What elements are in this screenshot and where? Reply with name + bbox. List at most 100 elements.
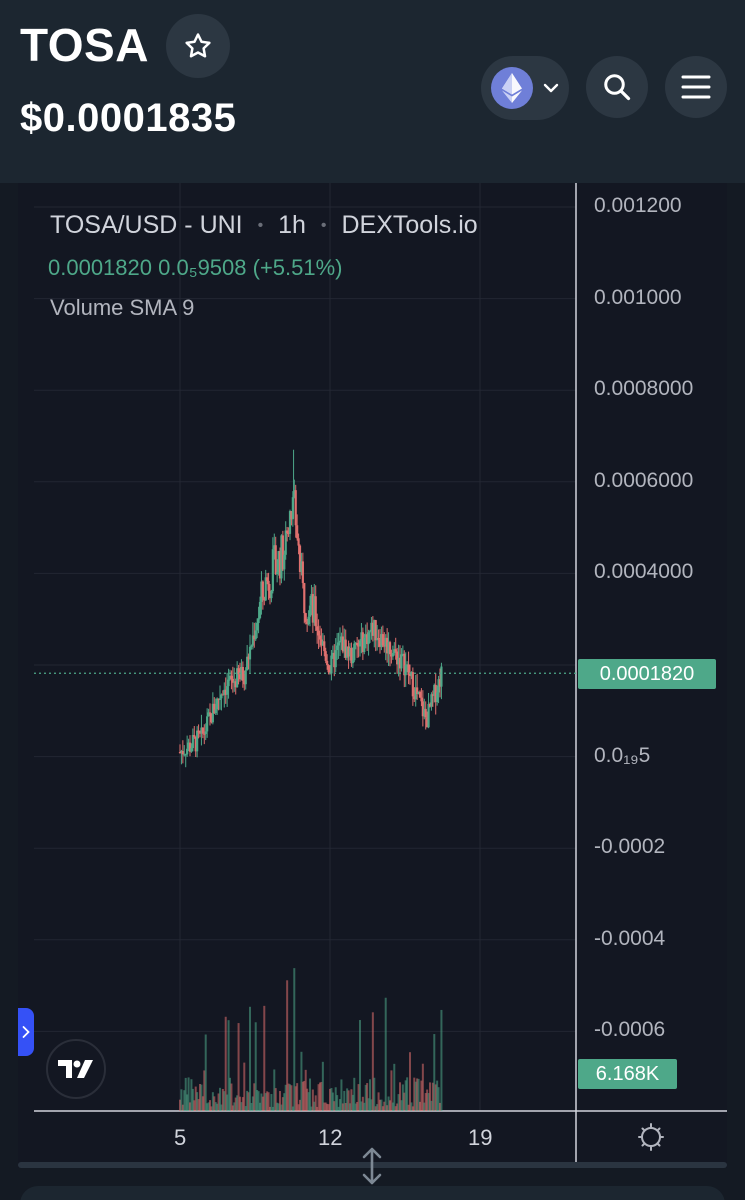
volume-bar (207, 1102, 210, 1111)
candle-body (433, 684, 436, 696)
volume-bar (343, 1090, 346, 1111)
volume-bar (426, 1089, 429, 1111)
volume-bar (236, 1095, 239, 1111)
menu-button[interactable] (665, 56, 727, 118)
candle-body (398, 657, 402, 669)
y-axis-tick-label: -0.0004 (594, 926, 666, 950)
candlestick-chart-canvas[interactable] (18, 183, 727, 1168)
candle-body (254, 630, 257, 640)
candle-body (387, 642, 390, 654)
candle-body (301, 561, 304, 584)
candle-body (414, 687, 417, 700)
candle-body (413, 696, 416, 700)
candle-body (418, 691, 422, 698)
candle-body (344, 639, 347, 658)
volume-bar (301, 1081, 304, 1111)
volume-bar (351, 1094, 354, 1111)
candle-body (397, 657, 400, 665)
candle-body (408, 675, 412, 677)
volume-bar (390, 1070, 393, 1111)
price-chart[interactable]: TOSA/USD - UNI • 1h • DEXTools.io 0.0001… (18, 183, 727, 1168)
volume-bar (231, 1105, 234, 1111)
candle-body (353, 643, 356, 661)
x-axis-tick-label: 19 (468, 1125, 493, 1150)
y-axis-tick-label: -0.0002 (594, 835, 666, 859)
resize-handle[interactable] (358, 1146, 386, 1191)
volume-bar (336, 1095, 339, 1111)
candle-body (251, 635, 254, 646)
volume-bar (210, 1106, 213, 1111)
candle-body (181, 750, 184, 755)
volume-bar (414, 1081, 417, 1111)
candle-body (420, 697, 423, 702)
volume-bar (304, 1069, 307, 1111)
candle-body (264, 577, 267, 601)
candle-body (194, 736, 197, 752)
candle-body (308, 605, 312, 617)
volume-bar (219, 1087, 221, 1111)
favorite-button[interactable] (166, 14, 230, 78)
candle-body (241, 666, 244, 681)
candle-body (361, 632, 364, 653)
volume-bar (381, 1106, 384, 1111)
volume-bar (240, 1102, 243, 1111)
candle-body (324, 651, 327, 661)
volume-bar (436, 1080, 439, 1111)
candle-body (417, 691, 420, 695)
volume-bar (310, 1106, 313, 1111)
chart-settings-button[interactable] (636, 1121, 666, 1156)
volume-bar (306, 1088, 309, 1111)
volume-bar (180, 1089, 183, 1111)
candle-body (427, 703, 430, 728)
volume-bar (300, 1051, 303, 1111)
volume-bar (270, 1094, 273, 1111)
candle-body (347, 646, 350, 657)
volume-bar (417, 1078, 420, 1111)
candle-body (437, 679, 440, 693)
chevron-down-icon (543, 83, 559, 93)
candle-body (377, 638, 380, 640)
volume-bar (357, 1084, 360, 1111)
volume-bar (333, 1101, 336, 1111)
volume-bar (346, 1088, 349, 1111)
volume-bar (317, 1084, 320, 1111)
candle-body (403, 653, 406, 676)
volume-bar (289, 1084, 291, 1111)
chevron-right-icon (22, 1026, 30, 1038)
candle-body (288, 511, 292, 534)
candle-body (430, 694, 433, 707)
candle-body (356, 642, 359, 646)
volume-bar (263, 1005, 266, 1111)
candle-body (306, 621, 309, 625)
source-label: DEXTools.io (341, 211, 478, 239)
volume-bar (354, 1103, 357, 1111)
candle-body (434, 684, 437, 703)
candle-body (198, 732, 202, 734)
volume-bar (411, 1106, 414, 1111)
sidebar-expand-tab[interactable] (18, 1008, 34, 1056)
volume-bar (364, 1084, 367, 1111)
volume-bar (394, 1106, 397, 1111)
volume-bar (183, 1090, 186, 1111)
volume-bar (224, 1016, 227, 1111)
candle-body (178, 752, 182, 754)
candle-body (310, 594, 313, 606)
volume-bar (407, 1104, 410, 1111)
volume-bar (256, 1089, 259, 1111)
indicator-label[interactable]: Volume SMA 9 (50, 295, 195, 320)
volume-bar (226, 1094, 229, 1111)
candle-body (218, 698, 222, 700)
candle-body (261, 581, 264, 598)
candle-body (286, 530, 289, 534)
search-button[interactable] (586, 56, 648, 118)
candle-body (294, 490, 297, 526)
candle-body (440, 666, 443, 687)
volume-bar (257, 1091, 260, 1111)
candle-body (334, 650, 337, 668)
candle-body (213, 703, 216, 714)
volume-bar (297, 1104, 300, 1111)
current-price-tag: 0.0001820 (578, 659, 716, 689)
volume-bar (311, 1089, 314, 1111)
chain-selector[interactable] (481, 56, 569, 120)
tradingview-logo[interactable] (46, 1039, 106, 1099)
